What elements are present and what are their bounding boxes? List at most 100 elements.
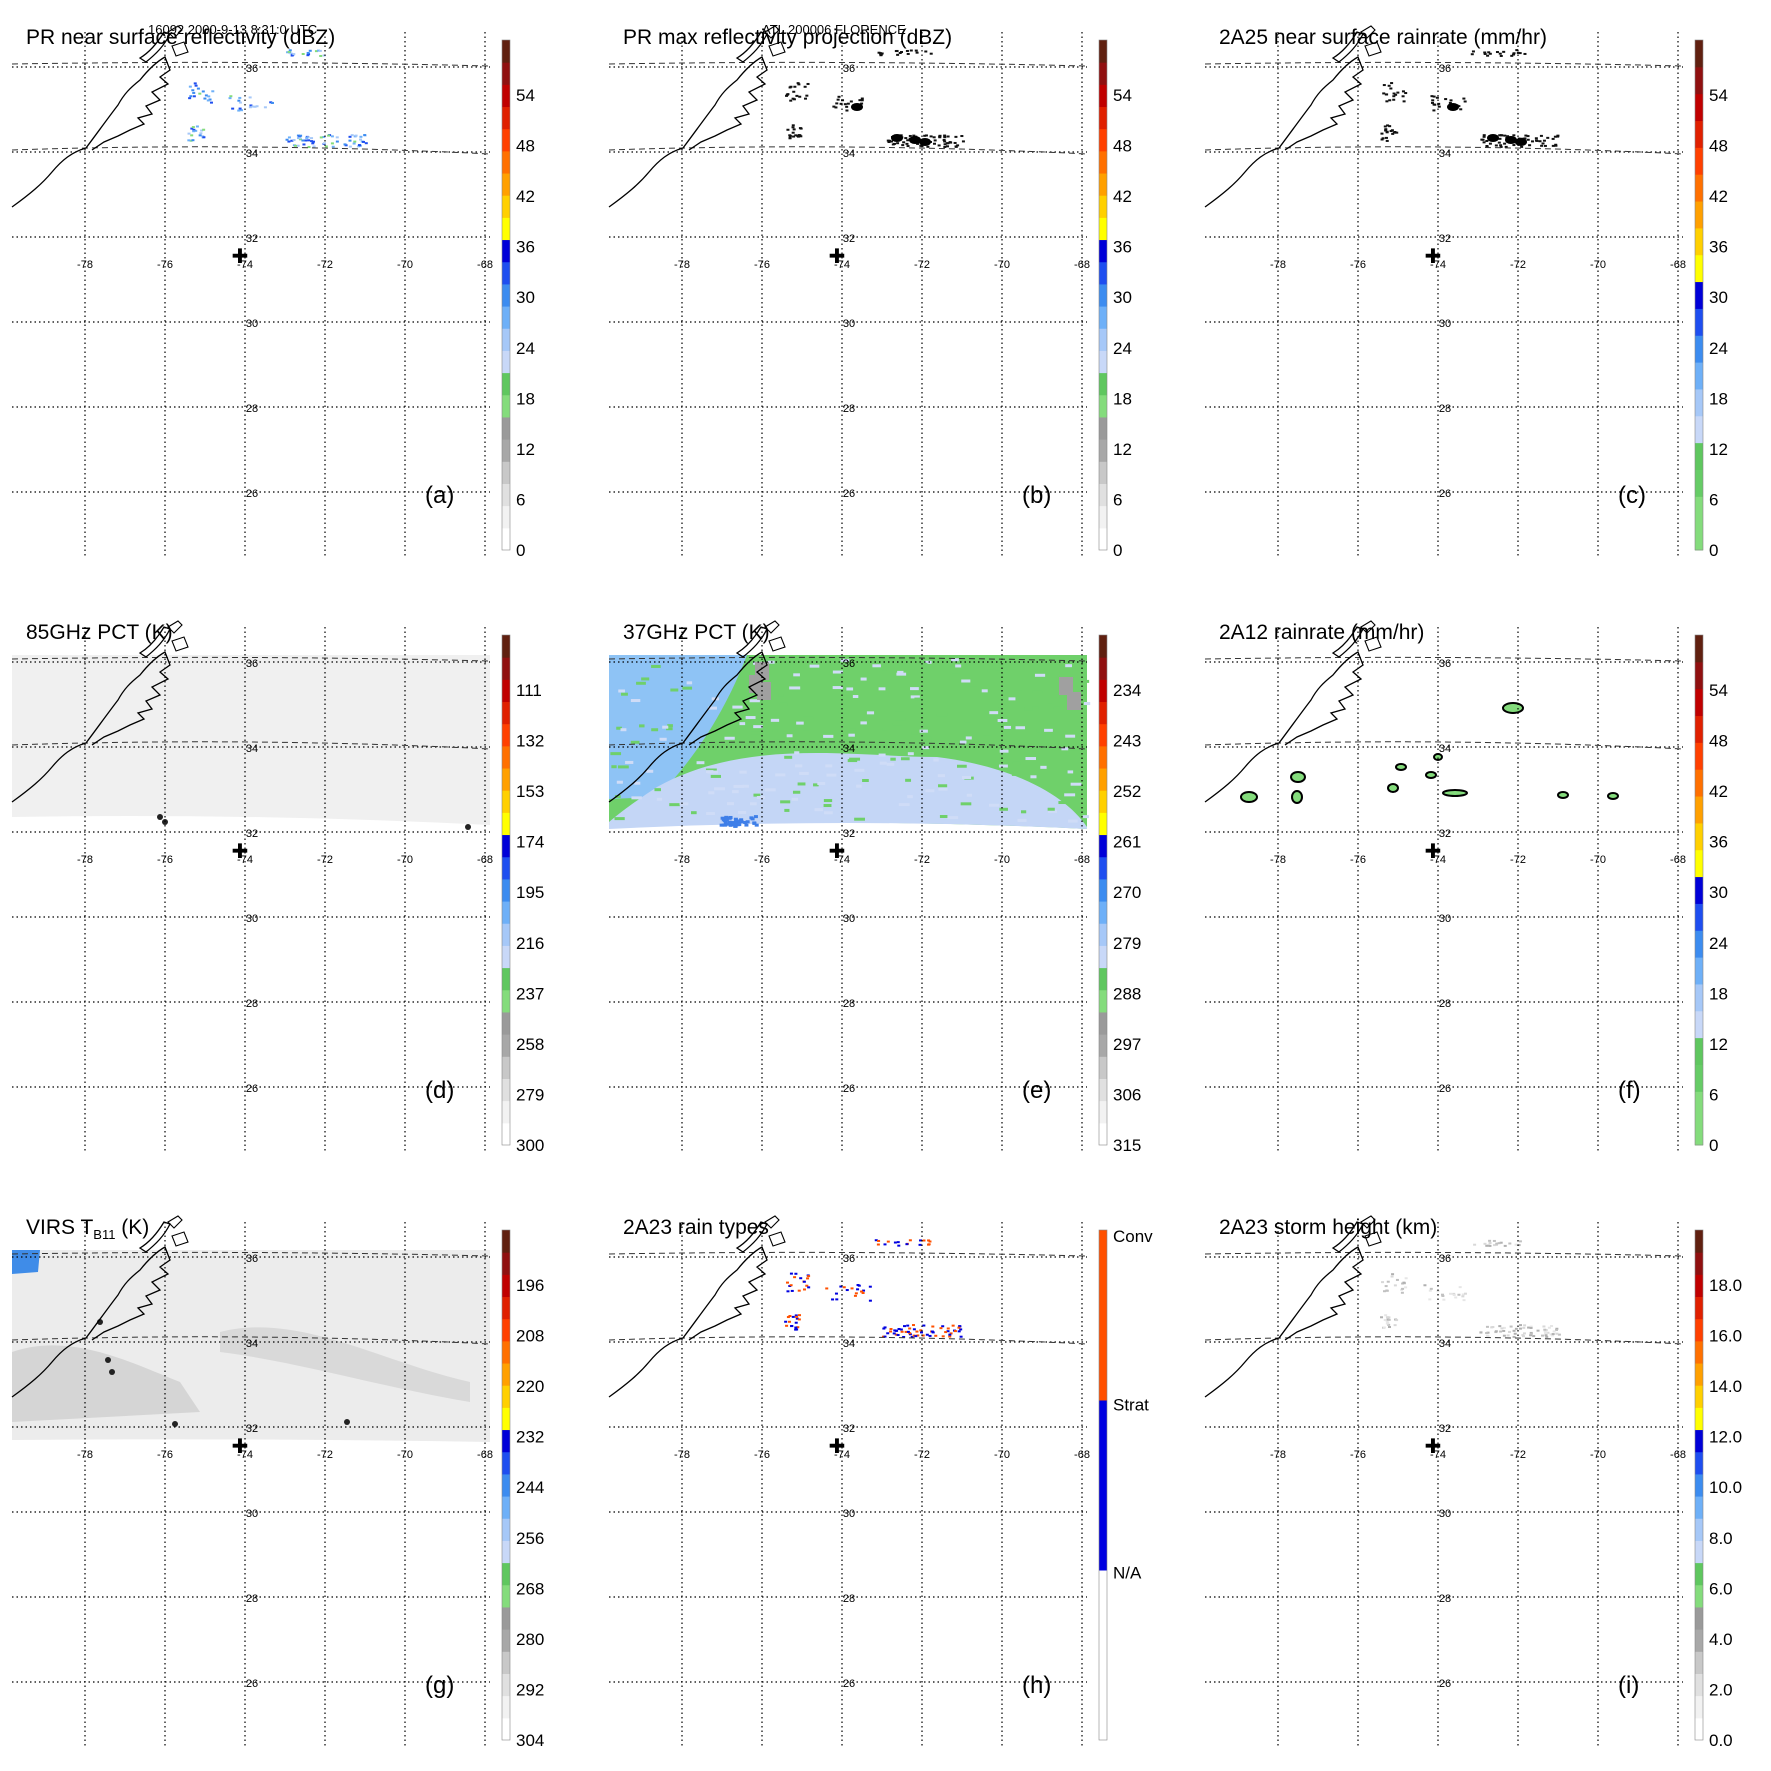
colorbar-segment — [502, 1340, 510, 1364]
colorbar-tick: 208 — [516, 1327, 544, 1346]
colorbar-segment — [502, 150, 510, 174]
colorbar-tick: 232 — [516, 1428, 544, 1447]
graticule — [11, 627, 491, 1152]
colorbar-segment — [502, 1429, 510, 1453]
colorbar-tick: 292 — [516, 1680, 544, 1699]
colorbar-segment — [502, 1451, 510, 1475]
colorbar-segment — [502, 217, 510, 241]
lat-label: 28 — [843, 998, 855, 1010]
colorbar-tick: 42 — [1709, 782, 1728, 801]
colorbar-tick: 12 — [1709, 1035, 1728, 1054]
colorbar-segment — [1695, 1385, 1703, 1408]
lat-label: 28 — [1439, 1593, 1451, 1605]
lon-label: -74 — [237, 1449, 253, 1461]
lat-label: 32 — [843, 1423, 855, 1435]
colorbar-tick: 42 — [1709, 187, 1728, 206]
colorbar-segment — [502, 394, 510, 418]
panel-c: ✚ -78 -76 -74 -72 -70 -68 36 34 32 30 28 26 54 48 42 36 3… — [1193, 22, 1771, 562]
colorbar-tick: 244 — [516, 1478, 544, 1497]
colorbar-segment — [1695, 1606, 1703, 1630]
lon-label: -76 — [754, 854, 770, 866]
lon-label: -70 — [1590, 854, 1606, 866]
colorbar-segment — [1695, 957, 1703, 985]
data-field — [1380, 1239, 1561, 1338]
colorbar-tick: 18 — [1709, 984, 1728, 1003]
colorbar-segment — [502, 923, 510, 946]
colorbar-segment — [1099, 1056, 1107, 1079]
colorbar-segment — [1695, 442, 1703, 470]
colorbar-segment — [1695, 903, 1703, 931]
map-svg-a: ✚ -78 -76 -74 -72 -70 -68 36 34 32 30 28 26 54 48 42 36 3… — [11, 25, 535, 560]
orbit-time-header: 16092 2000-9-13 8:31:0 UTC — [148, 22, 318, 37]
panel-title: 37GHz PCT (K) — [623, 621, 770, 644]
colorbar-segment — [1695, 415, 1703, 444]
map-svg-e: ✚ -78 -76 -74 -72 -70 -68 36 34 32 30 28 26 234 243 252… — [608, 620, 1141, 1155]
colorbar-segment — [1695, 1473, 1703, 1497]
lon-label: -72 — [1510, 1449, 1526, 1461]
colorbar-tick: 18 — [516, 389, 535, 408]
colorbar-tick: 196 — [516, 1276, 544, 1295]
colorbar-segment — [502, 701, 510, 725]
lon-label: -74 — [1430, 259, 1446, 271]
coastline — [11, 25, 189, 208]
colorbar-tick: 6.0 — [1709, 1579, 1733, 1598]
colorbar-segment — [1695, 930, 1703, 958]
colorbar: 54 48 42 36 30 24 18 12 6 0 — [1694, 634, 1728, 1155]
lon-label: -76 — [157, 259, 173, 271]
lon-label: -74 — [1430, 1449, 1446, 1461]
lon-label: -78 — [674, 854, 690, 866]
colorbar-segment — [1099, 635, 1107, 658]
colorbar-segment — [502, 1056, 510, 1079]
data-field — [12, 1250, 490, 1442]
colorbar-tick: 30 — [516, 288, 535, 307]
lat-label: 36 — [246, 658, 258, 670]
panel-title: 2A23 storm height (km) — [1219, 1216, 1438, 1239]
colorbar-segment — [1099, 1122, 1107, 1146]
lon-label: -76 — [1350, 1449, 1366, 1461]
panel-d: ✚ -78 -76 -74 -72 -70 -68 36 34 32 30 28 26 111 132 153… — [0, 617, 585, 1157]
colorbar: 54 48 42 36 30 24 18 12 6 0 — [501, 39, 535, 560]
panel-title: 85GHz PCT (K) — [26, 621, 173, 644]
coastline — [11, 1215, 189, 1398]
lat-label: 28 — [1439, 998, 1451, 1010]
data-field — [785, 49, 965, 148]
colorbar-segment — [1695, 635, 1703, 663]
lat-label: 32 — [843, 828, 855, 840]
colorbar-tick: 14.0 — [1709, 1377, 1742, 1396]
colorbar-tick: 24 — [516, 339, 535, 358]
colorbar-segment — [1695, 822, 1703, 851]
colorbar-tick: 0 — [1113, 541, 1122, 560]
colorbar-segment — [502, 1473, 510, 1497]
colorbar: Conv Strat N/A — [1098, 1227, 1153, 1741]
swath-edge-north — [11, 61, 491, 67]
colorbar-tick: 36 — [1709, 833, 1728, 852]
colorbar-segment — [1695, 201, 1703, 229]
swath-edge-north — [11, 656, 491, 662]
colorbar-segment — [502, 239, 510, 263]
lat-label: 34 — [1439, 148, 1451, 160]
lon-label: -74 — [834, 259, 850, 271]
colorbar-tick: 279 — [1113, 934, 1141, 953]
data-field — [187, 49, 368, 148]
lat-label: 32 — [1439, 828, 1451, 840]
panel-letter-label: (i) — [1618, 1672, 1640, 1699]
colorbar-tick: 306 — [1113, 1085, 1141, 1104]
colorbar-tick: 18 — [1709, 389, 1728, 408]
colorbar-segment — [1695, 742, 1703, 770]
coastline — [608, 1215, 786, 1398]
graticule — [608, 1222, 1088, 1747]
colorbar-segment — [502, 1407, 510, 1431]
colorbar-tick: 12 — [516, 440, 535, 459]
panel-title: 2A12 rainrate (mm/hr) — [1219, 621, 1425, 644]
colorbar-tick: 12 — [1113, 440, 1132, 459]
colorbar-segment — [1099, 328, 1107, 351]
coastline — [608, 25, 786, 208]
lon-label: -72 — [317, 259, 333, 271]
swath-edge-south — [1204, 1336, 1684, 1345]
colorbar-tick: 48 — [516, 137, 535, 156]
storm-center-icon: ✚ — [232, 246, 249, 268]
storm-center-icon: ✚ — [1425, 246, 1442, 268]
storm-center-icon: ✚ — [829, 1436, 846, 1458]
lon-label: -74 — [834, 854, 850, 866]
colorbar-tick: 8.0 — [1709, 1529, 1733, 1548]
